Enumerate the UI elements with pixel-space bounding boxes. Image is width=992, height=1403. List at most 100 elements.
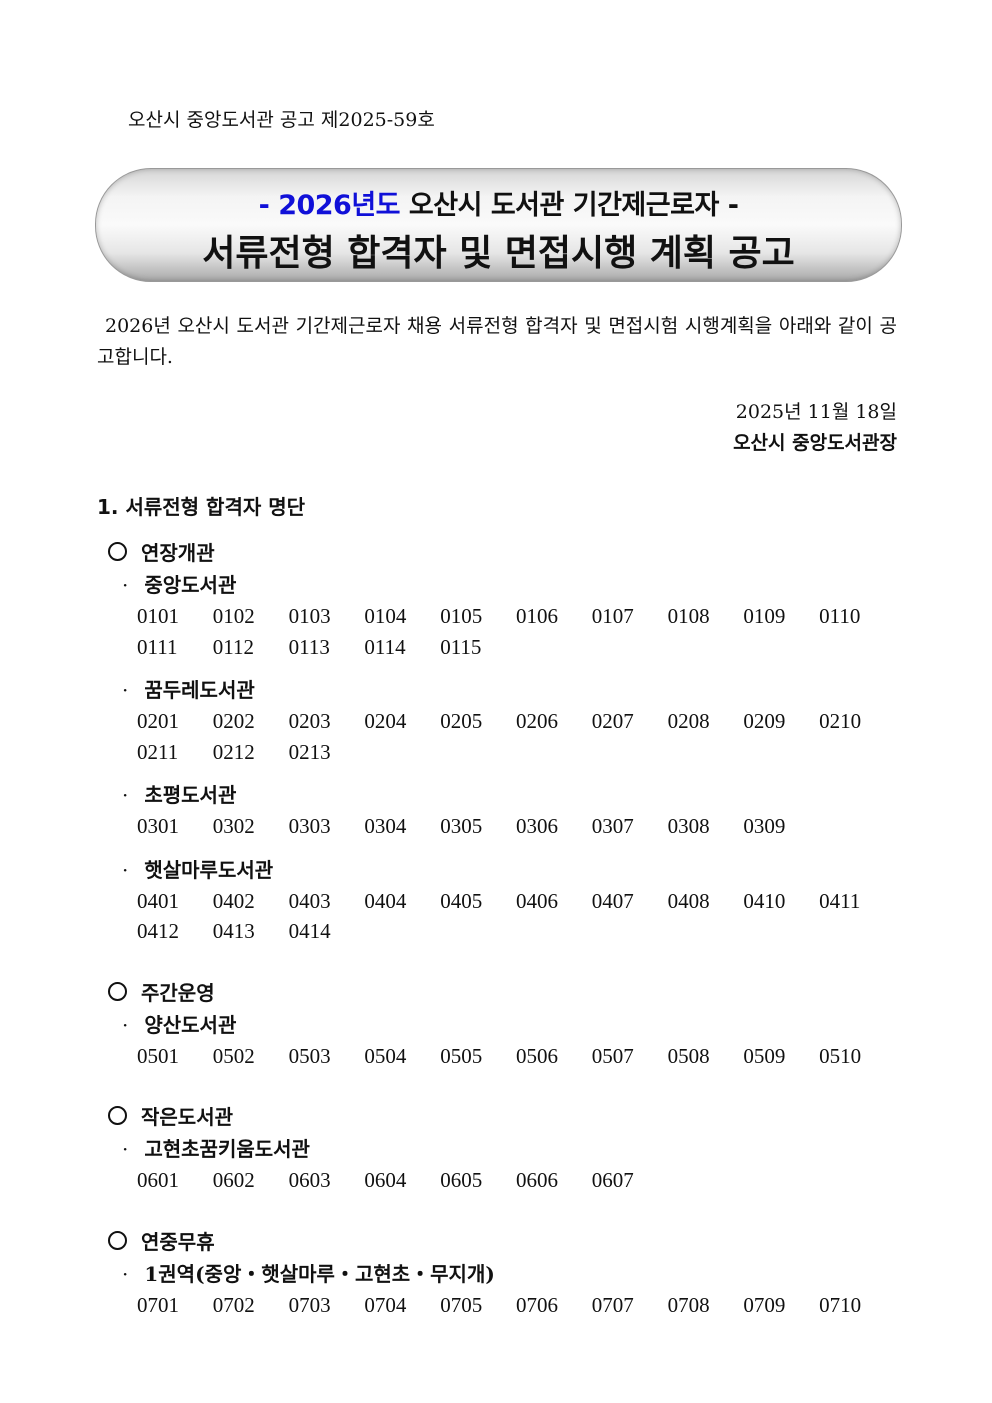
applicant-number: 0403 [288, 888, 331, 913]
library-list: · 양산도서관 0501 0502 0503 0504 0505 0506 0507 0508 05… [97, 1009, 897, 1072]
applicant-number: 0109 [743, 604, 786, 628]
signer: 오산시 중앙도서관장 [733, 432, 897, 454]
applicant-number: 0601 [137, 1168, 179, 1192]
applicant-number: 0305 [440, 814, 483, 838]
applicant-number: 0115 [440, 634, 482, 659]
applicant-number: 0701 [137, 1292, 179, 1317]
library-name: · 초평도서관 [122, 779, 897, 811]
intro-paragraph: 2026년 오산시 도서관 기간제근로자 채용 서류전형 합격자 및 면접시험 … [97, 315, 897, 368]
applicant-number: 0213 [288, 739, 331, 764]
applicant-number: 0104 [364, 604, 407, 628]
applicant-number: 0210 [819, 709, 862, 733]
applicant-number: 0103 [288, 604, 331, 628]
notice-number: 오산시 중앙도서관 공고 제2025-59호 [128, 109, 435, 131]
applicant-number: 0101 [137, 604, 179, 628]
applicant-number: 0304 [364, 814, 407, 838]
applicant-number: 0111 [137, 634, 178, 659]
applicant-number: 0402 [212, 888, 255, 913]
applicant-number: 0501 [137, 1043, 179, 1068]
library-name: · 양산도서관 [122, 1009, 897, 1041]
category-list: 연장개관 · 중앙도서관 0101 0102 0103 0104 0105 0106 0107 01… [97, 538, 897, 1320]
circle-bullet-icon [108, 981, 127, 1001]
applicant-number: 0302 [212, 814, 255, 838]
middle-dot-bullet-icon: · [122, 1261, 129, 1286]
applicant-number: 0306 [515, 814, 558, 838]
applicant-number: 0507 [591, 1043, 634, 1068]
category-title-text: 작은도서관 [141, 1105, 233, 1129]
applicant-number: 0113 [288, 634, 330, 659]
library-list: · 고현초꿈키움도서관 0601 0602 0603 0604 0605 0606 0607 [97, 1133, 897, 1196]
applicant-number-list: 0501 0502 0503 0504 0505 0506 0507 0508 0509 0510 [137, 1041, 907, 1072]
applicant-number: 0414 [288, 919, 331, 943]
title-banner: - 2026년도 오산시 도서관 기간제근로자 - 서류전형 합격자 및 면접시… [95, 168, 902, 282]
library-block: · 햇살마루도서관 0401 0402 0403 0404 0405 0406 0407 0408… [97, 854, 897, 947]
applicant-number: 0508 [667, 1043, 710, 1068]
category-title: 작은도서관 [108, 1102, 897, 1133]
library-name: · 꿈두레도서관 [122, 674, 897, 706]
applicant-number: 0506 [515, 1043, 558, 1068]
applicant-number: 0710 [819, 1292, 862, 1317]
banner-line-1: - 2026년도 오산시 도서관 기간제근로자 - [96, 183, 901, 222]
applicant-number: 0401 [137, 888, 179, 913]
applicant-number: 0705 [440, 1292, 483, 1317]
applicant-number: 0209 [743, 709, 786, 733]
applicant-number: 0205 [440, 709, 483, 733]
category-title-text: 연장개관 [141, 541, 215, 565]
middle-dot-bullet-icon: · [122, 573, 129, 597]
applicant-number: 0307 [591, 814, 634, 838]
applicant-number: 0211 [137, 739, 179, 764]
category-title: 주간운영 [108, 978, 897, 1009]
library-name: · 1권역(중앙・햇살마루・고현초・무지개) [122, 1258, 897, 1290]
banner-line-2: 서류전형 합격자 및 면접시행 계획 공고 [202, 233, 795, 274]
applicant-number: 0208 [667, 709, 710, 733]
applicant-number: 0412 [137, 919, 179, 943]
library-name-text: 1권역(중앙・햇살마루・고현초・무지개) [144, 1261, 495, 1286]
applicant-number: 0510 [819, 1043, 862, 1068]
applicant-number: 0509 [743, 1043, 786, 1068]
applicant-number: 0413 [212, 919, 255, 943]
library-name-text: 햇살마루도서관 [144, 857, 274, 882]
library-name-text: 초평도서관 [144, 783, 237, 807]
middle-dot-bullet-icon: · [122, 857, 129, 882]
applicant-number: 0203 [288, 709, 331, 733]
applicant-number-list: 0601 0602 0603 0604 0605 0606 0607 [137, 1165, 907, 1196]
banner-line-1-rest: 오산시 도서관 기간제근로자 - [400, 190, 739, 221]
applicant-number: 0309 [743, 814, 786, 838]
circle-bullet-icon [108, 1230, 127, 1250]
category-block: 작은도서관 · 고현초꿈키움도서관 0601 0602 0603 0604 0605 0606 0… [97, 1102, 897, 1196]
category-block: 연장개관 · 중앙도서관 0101 0102 0103 0104 0105 0106 0107 01… [97, 538, 897, 947]
applicant-number: 0406 [515, 888, 558, 913]
applicant-number: 0606 [515, 1168, 558, 1192]
applicant-number: 0404 [364, 888, 407, 913]
library-name: · 햇살마루도서관 [122, 854, 897, 886]
applicant-number: 0702 [212, 1292, 255, 1317]
applicant-number: 0102 [212, 604, 255, 628]
applicant-number: 0108 [667, 604, 710, 628]
library-block: · 양산도서관 0501 0502 0503 0504 0505 0506 0507 0508 05… [97, 1009, 897, 1072]
library-name-text: 꿈두레도서관 [144, 678, 255, 702]
library-list: · 중앙도서관 0101 0102 0103 0104 0105 0106 0107 0108 01… [97, 569, 897, 947]
middle-dot-bullet-icon: · [122, 678, 129, 702]
library-name-text: 양산도서관 [144, 1012, 237, 1037]
category-block: 연중무휴 · 1권역(중앙・햇살마루・고현초・무지개) 0701 0702 0703 070… [97, 1227, 897, 1321]
applicant-number: 0708 [667, 1292, 710, 1317]
library-name: · 고현초꿈키움도서관 [122, 1133, 897, 1165]
middle-dot-bullet-icon: · [122, 1137, 129, 1161]
banner-dash: - [258, 190, 279, 221]
applicant-number: 0706 [515, 1292, 558, 1317]
applicant-number-list: 0401 0402 0403 0404 0405 0406 0407 0408 0410 0411… [137, 886, 907, 947]
applicant-number: 0407 [591, 888, 634, 913]
library-name-text: 고현초꿈키움도서관 [144, 1137, 310, 1161]
applicant-number: 0303 [288, 814, 331, 838]
applicant-number: 0202 [212, 709, 255, 733]
library-block: · 1권역(중앙・햇살마루・고현초・무지개) 0701 0702 0703 0704 070… [97, 1258, 897, 1321]
library-block: · 중앙도서관 0101 0102 0103 0104 0105 0106 0107 0108 01… [97, 569, 897, 662]
applicant-number-list: 0301 0302 0303 0304 0305 0306 0307 0308 0309 [137, 811, 907, 842]
category-block: 주간운영 · 양산도서관 0501 0502 0503 0504 0505 0506 0507 05… [97, 978, 897, 1072]
category-title-text: 주간운영 [141, 980, 215, 1005]
applicant-number: 0607 [591, 1168, 634, 1192]
applicant-number: 0408 [667, 888, 710, 913]
library-block: · 초평도서관 0301 0302 0303 0304 0305 0306 0307 0308 03… [97, 779, 897, 842]
circle-bullet-icon [108, 1106, 127, 1125]
